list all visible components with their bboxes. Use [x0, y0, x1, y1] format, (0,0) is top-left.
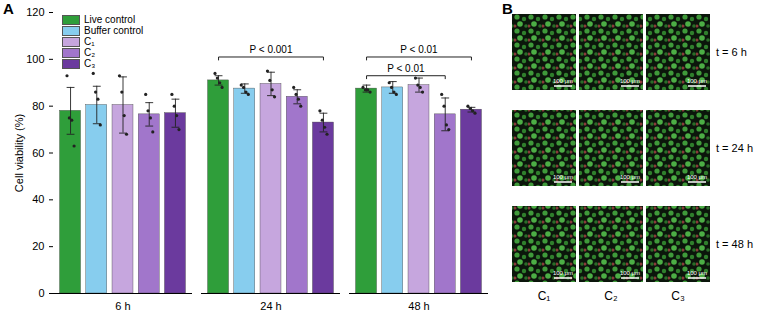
- svg-text:100 μm: 100 μm: [553, 78, 573, 84]
- svg-text:t = 24 h: t = 24 h: [716, 142, 753, 154]
- svg-text:100 μm: 100 μm: [553, 270, 573, 276]
- svg-text:100 μm: 100 μm: [687, 78, 707, 84]
- svg-text:100 μm: 100 μm: [620, 174, 640, 180]
- svg-text:20: 20: [32, 240, 44, 252]
- svg-text:6 h: 6 h: [115, 300, 130, 312]
- svg-text:C₂: C₂: [604, 289, 618, 303]
- svg-text:60: 60: [32, 147, 44, 159]
- svg-text:100 μm: 100 μm: [620, 78, 640, 84]
- svg-text:Cell viability (%): Cell viability (%): [13, 114, 25, 192]
- html-text:C₃: C₃: [84, 58, 96, 69]
- svg-text:40: 40: [32, 193, 44, 205]
- svg-text:120: 120: [26, 6, 44, 18]
- html-text:C₂: C₂: [84, 47, 96, 58]
- svg-text:48 h: 48 h: [408, 300, 429, 312]
- svg-text:100 μm: 100 μm: [687, 270, 707, 276]
- html-text:B: B: [502, 0, 513, 17]
- svg-text:P < 0.01: P < 0.01: [387, 63, 425, 74]
- svg-text:0: 0: [38, 287, 44, 299]
- svg-text:100 μm: 100 μm: [687, 174, 707, 180]
- svg-text:P < 0.001: P < 0.001: [250, 44, 293, 55]
- svg-text:24 h: 24 h: [260, 300, 281, 312]
- html-text:Buffer control: Buffer control: [84, 25, 144, 36]
- html-text:Live control: Live control: [84, 14, 136, 25]
- svg-text:80: 80: [32, 100, 44, 112]
- svg-text:t = 6 h: t = 6 h: [716, 46, 747, 58]
- svg-text:P < 0.01: P < 0.01: [400, 44, 438, 55]
- svg-text:C₃: C₃: [671, 289, 685, 303]
- svg-text:100: 100: [26, 53, 44, 65]
- html-text:A: A: [3, 0, 14, 17]
- svg-text:100 μm: 100 μm: [620, 270, 640, 276]
- html-text:C₁: C₁: [84, 36, 95, 47]
- svg-text:100 μm: 100 μm: [553, 174, 573, 180]
- svg-text:t = 48 h: t = 48 h: [716, 238, 753, 250]
- svg-text:C₁: C₁: [538, 289, 551, 303]
